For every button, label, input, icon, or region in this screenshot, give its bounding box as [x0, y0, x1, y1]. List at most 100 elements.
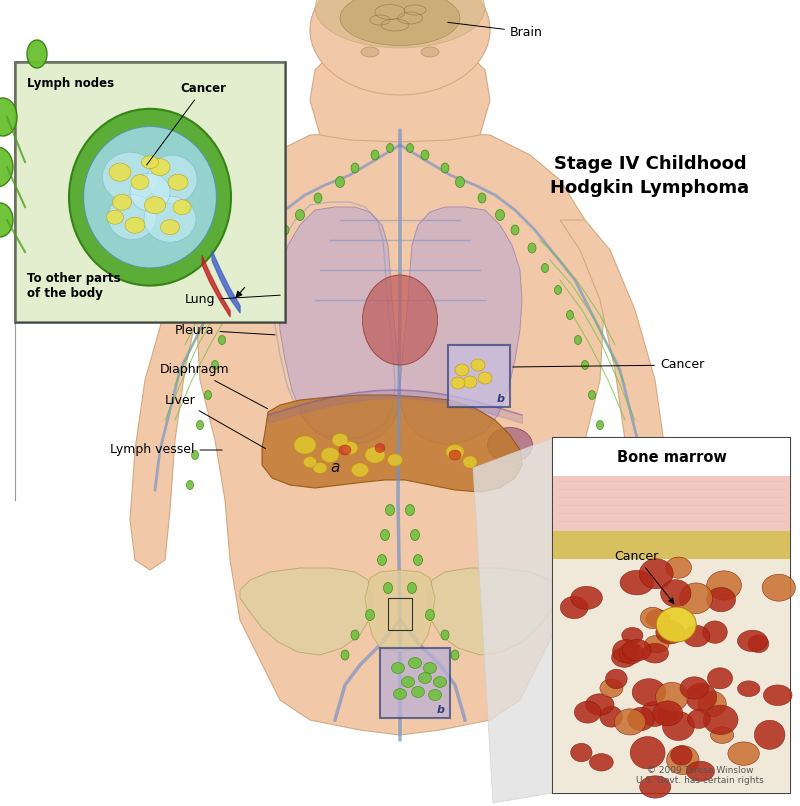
Ellipse shape: [191, 451, 198, 459]
Ellipse shape: [294, 436, 316, 454]
Ellipse shape: [406, 505, 414, 516]
Ellipse shape: [342, 442, 358, 455]
Ellipse shape: [131, 175, 149, 189]
Ellipse shape: [632, 679, 666, 706]
Ellipse shape: [703, 705, 738, 734]
Ellipse shape: [406, 143, 414, 152]
Ellipse shape: [606, 480, 614, 489]
Ellipse shape: [570, 586, 602, 609]
Ellipse shape: [511, 225, 519, 235]
Ellipse shape: [383, 583, 393, 593]
Ellipse shape: [666, 557, 691, 578]
Ellipse shape: [142, 156, 158, 168]
Ellipse shape: [218, 335, 226, 344]
Polygon shape: [365, 570, 435, 652]
Ellipse shape: [429, 689, 442, 700]
Ellipse shape: [366, 609, 374, 621]
Text: b: b: [437, 705, 445, 715]
Text: Cancer: Cancer: [146, 82, 226, 165]
Ellipse shape: [378, 555, 386, 566]
Ellipse shape: [763, 685, 792, 705]
Ellipse shape: [414, 555, 422, 566]
Ellipse shape: [582, 360, 589, 369]
Ellipse shape: [642, 643, 669, 663]
Ellipse shape: [391, 663, 405, 674]
Ellipse shape: [686, 683, 717, 711]
Ellipse shape: [418, 672, 431, 683]
Ellipse shape: [186, 480, 194, 489]
Ellipse shape: [421, 47, 439, 57]
Ellipse shape: [387, 454, 402, 466]
Ellipse shape: [754, 721, 785, 750]
Ellipse shape: [161, 220, 179, 235]
Ellipse shape: [264, 243, 272, 253]
Text: To other parts
of the body: To other parts of the body: [27, 272, 121, 300]
Ellipse shape: [661, 580, 691, 607]
Ellipse shape: [426, 609, 434, 621]
Ellipse shape: [310, 0, 490, 95]
Ellipse shape: [620, 571, 654, 595]
Ellipse shape: [622, 627, 643, 643]
Ellipse shape: [339, 445, 351, 455]
Ellipse shape: [365, 447, 385, 463]
Ellipse shape: [251, 264, 258, 272]
Polygon shape: [310, 50, 490, 142]
Ellipse shape: [639, 559, 673, 589]
Ellipse shape: [130, 173, 170, 211]
Ellipse shape: [640, 607, 665, 629]
Ellipse shape: [69, 109, 231, 285]
Ellipse shape: [106, 210, 123, 224]
Ellipse shape: [738, 681, 760, 696]
Ellipse shape: [600, 679, 623, 697]
Ellipse shape: [303, 456, 317, 467]
Ellipse shape: [478, 372, 492, 384]
Ellipse shape: [386, 505, 394, 516]
Bar: [553, 438, 790, 476]
Ellipse shape: [613, 639, 639, 663]
Ellipse shape: [27, 40, 47, 68]
Ellipse shape: [173, 200, 191, 214]
Ellipse shape: [640, 776, 670, 798]
Ellipse shape: [375, 443, 385, 452]
Ellipse shape: [671, 746, 692, 765]
Ellipse shape: [83, 127, 217, 268]
Bar: [15, 62, 285, 322]
Ellipse shape: [449, 450, 461, 460]
Ellipse shape: [402, 676, 414, 688]
Ellipse shape: [394, 688, 406, 700]
Ellipse shape: [478, 193, 486, 203]
Ellipse shape: [680, 677, 709, 699]
Ellipse shape: [455, 177, 465, 188]
Text: Liver: Liver: [165, 393, 266, 449]
Ellipse shape: [361, 47, 379, 57]
Ellipse shape: [381, 530, 390, 541]
Ellipse shape: [622, 639, 651, 661]
Text: Bone marrow: Bone marrow: [617, 450, 726, 464]
Ellipse shape: [662, 712, 694, 741]
Ellipse shape: [574, 335, 582, 344]
Ellipse shape: [407, 583, 417, 593]
Polygon shape: [262, 395, 522, 492]
Ellipse shape: [197, 421, 203, 430]
Bar: [553, 476, 790, 531]
Ellipse shape: [606, 669, 627, 688]
Text: Cancer: Cancer: [614, 550, 674, 604]
Ellipse shape: [706, 571, 742, 600]
Polygon shape: [560, 220, 670, 570]
Ellipse shape: [738, 630, 767, 651]
Ellipse shape: [728, 742, 759, 766]
Ellipse shape: [560, 596, 588, 619]
Ellipse shape: [446, 444, 464, 459]
Ellipse shape: [686, 761, 714, 781]
Text: Brain: Brain: [448, 23, 543, 39]
Ellipse shape: [423, 663, 437, 674]
Ellipse shape: [226, 310, 234, 319]
Ellipse shape: [611, 647, 637, 667]
Ellipse shape: [653, 701, 682, 725]
Ellipse shape: [570, 743, 592, 762]
Ellipse shape: [351, 463, 369, 477]
Ellipse shape: [528, 243, 536, 253]
Ellipse shape: [495, 210, 505, 221]
Ellipse shape: [109, 163, 131, 181]
Text: Lymph nodes: Lymph nodes: [27, 77, 114, 90]
